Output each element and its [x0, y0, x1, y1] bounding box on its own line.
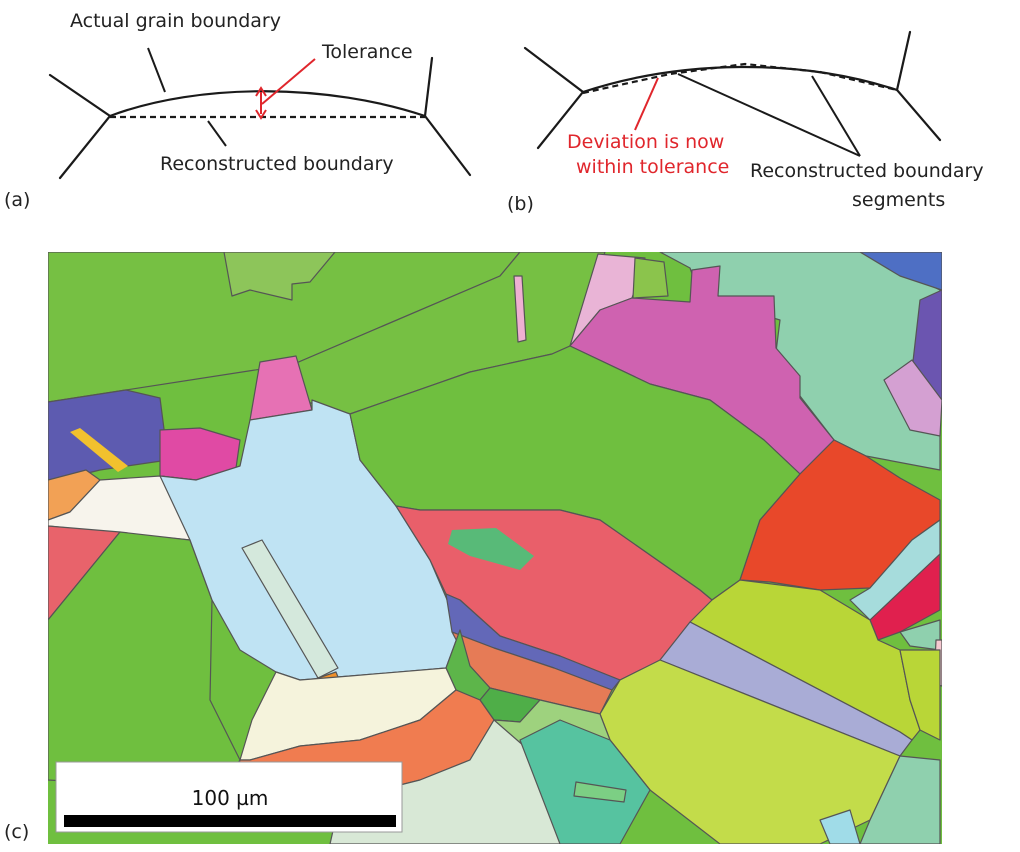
grain-bottom-teal — [519, 719, 651, 844]
panel-b-reconstructed-segments — [582, 62, 898, 95]
grain-top-pink-sliver — [513, 275, 527, 343]
panel-b-segments-pointer-2 — [811, 75, 861, 157]
grain-lavender-band — [659, 621, 913, 757]
grain-bottom-sliver — [573, 781, 627, 803]
actual-grain-boundary-label: Actual grain boundary — [70, 10, 281, 32]
panel-a-actual-pointer — [147, 47, 166, 93]
panel-a-diagram: Actual grain boundary Tolerance Reconstr… — [4, 10, 472, 211]
tolerance-label: Tolerance — [321, 41, 413, 63]
panel-a-tag: (a) — [4, 189, 30, 211]
panel-a-left-triple-junction — [48, 73, 112, 180]
grain-top-small-green — [632, 257, 669, 299]
grain-bottom-right-blue — [819, 809, 861, 844]
panel-a-tolerance-arrow — [255, 86, 267, 120]
grain-top-small-light-green — [223, 252, 336, 301]
scale-bar: 100 µm — [55, 761, 403, 833]
grain-red-inclusion — [448, 528, 534, 570]
segments-label-line1: Reconstructed boundary — [750, 160, 984, 182]
grain-top-right-blue — [859, 252, 942, 291]
scale-bar-label: 100 µm — [192, 786, 269, 810]
grain-lime-right-edge — [899, 649, 941, 741]
panel-b-deviation-pointer — [634, 77, 659, 131]
panel-b-right-triple-junction — [895, 30, 942, 142]
grain-yellow-streak — [70, 428, 128, 472]
grain-orientation-map — [48, 252, 942, 844]
panel-a-reconstructed-pointer — [207, 120, 227, 147]
deviation-label-line2: within tolerance — [576, 156, 729, 178]
reconstructed-boundary-label: Reconstructed boundary — [160, 153, 394, 175]
panel-a-tolerance-pointer — [261, 58, 316, 105]
panel-c-tag: (c) — [4, 821, 29, 843]
segments-label-line2: segments — [852, 189, 945, 211]
panel-b-diagram: Deviation is now within tolerance Recons… — [507, 30, 984, 215]
grain-right-lilac — [883, 359, 942, 437]
grain-bottom-right-teal — [859, 755, 941, 844]
panel-b-actual-boundary-curve — [581, 65, 899, 94]
panel-a-right-triple-junction — [423, 56, 472, 177]
panel-b-segments-pointer-1 — [677, 73, 861, 157]
scale-bar-rule — [64, 815, 396, 827]
panel-b-tag: (b) — [507, 193, 534, 215]
deviation-label-line1: Deviation is now — [567, 131, 724, 153]
panel-a-actual-boundary-curve — [108, 90, 427, 118]
grain-light-needle — [241, 539, 339, 679]
